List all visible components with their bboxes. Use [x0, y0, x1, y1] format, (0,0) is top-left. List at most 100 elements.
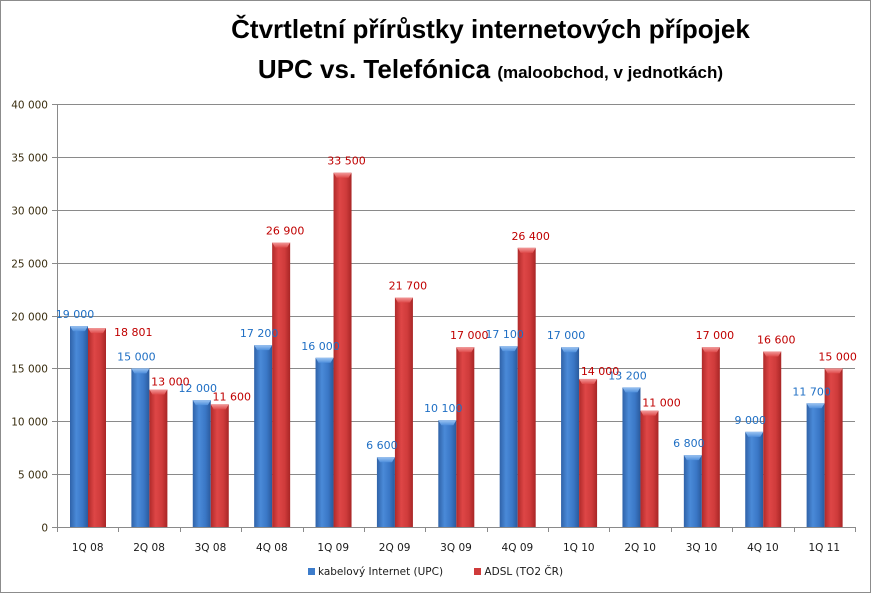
data-label-upc: 16 000 [301, 340, 340, 353]
data-label-upc: 17 200 [240, 327, 279, 340]
data-label-adsl: 17 000 [450, 329, 489, 342]
bar-upc [438, 420, 457, 527]
bar-cap [333, 172, 352, 178]
bar-upc [561, 347, 580, 527]
x-tick-label: 1Q 08 [72, 542, 104, 554]
x-tick-label: 2Q 09 [379, 542, 411, 554]
data-label-upc: 19 000 [56, 308, 95, 321]
y-tick-label: 0 [41, 523, 48, 535]
y-tick-label: 20 000 [11, 312, 48, 324]
bar-cap [210, 404, 229, 410]
data-label-upc: 13 200 [608, 369, 647, 382]
bar-adsl [763, 351, 782, 527]
bar-upc [622, 387, 641, 527]
bar-cap [745, 431, 764, 437]
data-label-upc: 17 000 [547, 329, 586, 342]
x-tick-label: 3Q 09 [440, 542, 472, 554]
bar-cap [254, 345, 273, 351]
chart-title-subtitle: (maloobchod, v jednotkách) [497, 63, 724, 82]
bar-upc [806, 403, 825, 527]
data-label-upc: 17 100 [485, 328, 524, 341]
bar-cap [806, 403, 825, 409]
bar-adsl [517, 247, 536, 527]
y-tick-label: 15 000 [11, 364, 48, 376]
data-labels: 19 000 15 000 12 000 17 200 16 000 6 600 10 10… [56, 155, 857, 452]
bar-cap [394, 297, 413, 303]
x-tick-label: 2Q 10 [624, 542, 656, 554]
data-label-adsl: 18 801 [114, 326, 153, 339]
legend-swatch-adsl [474, 568, 482, 575]
bar-cap [456, 347, 475, 353]
bar-upc [376, 457, 395, 527]
x-tick-label: 1Q 10 [563, 542, 595, 554]
bar-upc [499, 346, 518, 527]
data-label-upc: 9 000 [734, 414, 766, 427]
bar-adsl [456, 347, 475, 527]
bar-cap [192, 400, 211, 406]
y-tick-label: 10 000 [11, 417, 48, 429]
y-tick-label: 5 000 [18, 470, 48, 482]
data-label-upc: 10 100 [424, 402, 463, 415]
bar-upc [254, 345, 273, 527]
legend-swatch-upc [307, 568, 315, 575]
data-label-adsl: 26 400 [511, 230, 550, 243]
data-label-adsl: 11 000 [642, 397, 681, 410]
bar-cap [683, 455, 702, 461]
bar-adsl [701, 347, 720, 527]
bar-adsl [210, 404, 229, 527]
x-tick-label: 3Q 10 [686, 542, 718, 554]
data-label-adsl: 16 600 [757, 333, 796, 346]
bar-cap [131, 368, 150, 374]
bar-cap [579, 378, 598, 384]
y-tick-label: 35 000 [11, 153, 48, 165]
bar-cap [763, 351, 782, 357]
legend-item-adsl: ADSL (TO2 ČR) [474, 566, 563, 578]
bar-adsl [824, 368, 843, 527]
legend-label-upc: kabelový Internet (UPC) [317, 566, 444, 578]
data-label-adsl: 17 000 [696, 329, 735, 342]
x-tick-label: 4Q 08 [256, 542, 288, 554]
axes: 0 5 000 10 000 15 000 20 000 25 000 30 000 35 0… [11, 100, 856, 554]
bar-upc [315, 357, 334, 527]
bar-adsl [272, 242, 291, 527]
chart-title-main: UPC vs. Telefónica [257, 54, 491, 84]
bar-adsl [333, 172, 352, 528]
bar-cap [701, 347, 720, 353]
chart-title-line1: Čtvrtletní přírůstky internetových přípo… [231, 14, 750, 44]
x-tick-label: 3Q 08 [195, 542, 227, 554]
data-label-upc: 6 800 [673, 437, 705, 450]
bar-cap [70, 326, 88, 332]
bar-cap [622, 387, 641, 393]
y-tick-label: 40 000 [11, 100, 48, 112]
data-label-adsl: 33 500 [327, 155, 366, 168]
bar-adsl [88, 328, 106, 527]
data-label-adsl: 21 700 [389, 280, 428, 293]
bar-cap [272, 242, 291, 248]
bar-adsl [579, 378, 598, 527]
data-label-adsl: 15 000 [818, 350, 857, 363]
legend-item-upc: kabelový Internet (UPC) [307, 566, 444, 578]
bar-upc [683, 455, 702, 527]
data-label-upc: 6 600 [366, 439, 398, 452]
x-tick-label: 1Q 09 [317, 542, 349, 554]
legend-label-adsl: ADSL (TO2 ČR) [484, 566, 564, 578]
x-tick-label: 1Q 11 [808, 542, 840, 554]
bar-cap [499, 346, 518, 352]
x-tick-label: 4Q 10 [747, 542, 779, 554]
bar-cap [438, 420, 457, 426]
bar-adsl [149, 389, 168, 527]
bar-upc [745, 431, 764, 527]
bar-adsl [394, 297, 413, 527]
bar-upc [131, 368, 150, 527]
data-label-adsl: 26 900 [266, 225, 305, 238]
bar-cap [376, 457, 395, 463]
bar-adsl [640, 410, 659, 527]
bar-cap [640, 410, 659, 416]
data-label-adsl: 14 000 [581, 365, 620, 378]
bars [70, 172, 843, 528]
bar-cap [88, 328, 106, 334]
chart-title-line2: UPC vs. Telefónica (maloobchod, v jednot… [0, 54, 871, 85]
bar-cap [824, 368, 843, 374]
data-label-upc: 12 000 [179, 382, 218, 395]
